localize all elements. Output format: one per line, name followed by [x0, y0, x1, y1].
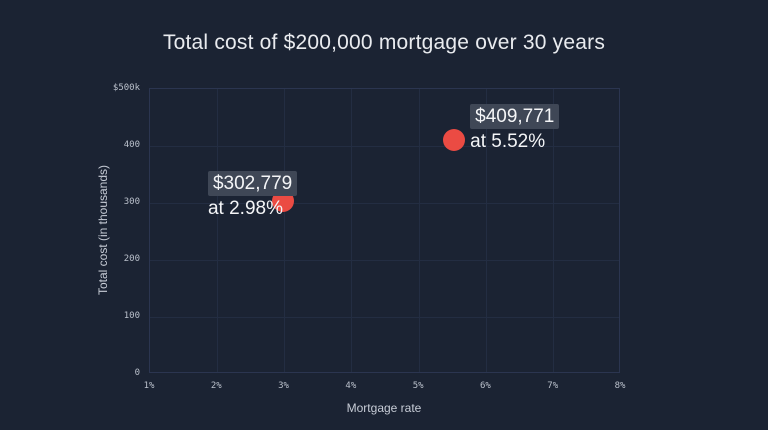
- data-point-annotation: $302,779 at 2.98%: [207, 171, 298, 220]
- point-value-label: $409,771: [470, 104, 560, 130]
- x-axis-tick-label: 1%: [143, 381, 155, 391]
- data-point-annotation: $409,771 at 5.52%: [470, 104, 560, 153]
- x-axis-tick-label: 3%: [278, 381, 289, 391]
- v-gridline: [216, 89, 218, 372]
- y-axis-tick-label: 400: [123, 140, 140, 150]
- y-axis-title: Total cost (in thousands): [96, 164, 110, 296]
- point-rate-label: at 5.52%: [470, 131, 546, 153]
- x-axis-tick-label: 4%: [345, 381, 357, 391]
- y-axis-tick-label: 200: [123, 254, 140, 264]
- x-axis-tick-label: 2%: [210, 381, 222, 391]
- h-gridline: [150, 259, 619, 261]
- point-value-label: $302,779: [207, 171, 298, 197]
- chart-title: Total cost of $200,000 mortgage over 30 …: [162, 31, 606, 54]
- y-axis-tick-label: 100: [123, 311, 140, 321]
- h-gridline: [150, 202, 619, 204]
- x-axis-title: Mortgage rate: [346, 401, 422, 415]
- x-axis-tick-label: 7%: [547, 381, 559, 391]
- v-gridline: [351, 89, 353, 372]
- v-gridline: [418, 89, 420, 372]
- v-gridline: [553, 89, 555, 372]
- x-axis-tick-label: 8%: [614, 381, 626, 391]
- y-axis-tick-label: $500k: [112, 83, 140, 93]
- x-axis-tick-label: 6%: [480, 381, 491, 391]
- y-axis-tick-label: 300: [123, 197, 140, 207]
- h-gridline: [150, 316, 619, 318]
- data-point-dot[interactable]: [443, 129, 466, 152]
- x-axis-tick-label: 5%: [412, 381, 424, 391]
- v-gridline: [284, 89, 286, 372]
- y-axis-tick-label: 0: [134, 368, 140, 378]
- h-gridline: [150, 145, 619, 147]
- v-gridline: [485, 89, 487, 372]
- point-rate-label: at 2.98%: [207, 198, 283, 220]
